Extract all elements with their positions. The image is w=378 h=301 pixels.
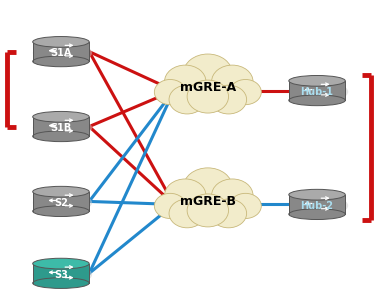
Ellipse shape — [289, 81, 348, 102]
Ellipse shape — [33, 192, 92, 213]
Ellipse shape — [33, 42, 92, 64]
Ellipse shape — [289, 76, 345, 86]
Circle shape — [169, 199, 205, 228]
Text: mGRE-A: mGRE-A — [180, 81, 236, 94]
Text: S3: S3 — [54, 270, 68, 280]
Text: Hub-2: Hub-2 — [301, 201, 333, 211]
Ellipse shape — [33, 186, 89, 197]
Circle shape — [211, 199, 246, 228]
Ellipse shape — [33, 36, 89, 47]
FancyBboxPatch shape — [289, 81, 345, 100]
Circle shape — [212, 179, 253, 212]
Circle shape — [230, 193, 261, 219]
Circle shape — [187, 194, 229, 227]
FancyBboxPatch shape — [33, 264, 89, 283]
Ellipse shape — [289, 209, 345, 219]
Circle shape — [164, 65, 206, 98]
Ellipse shape — [289, 195, 348, 216]
Ellipse shape — [289, 189, 345, 200]
Text: S1B: S1B — [50, 123, 71, 133]
Ellipse shape — [33, 278, 89, 288]
Ellipse shape — [33, 56, 89, 67]
Circle shape — [164, 179, 206, 212]
Text: mGRE-B: mGRE-B — [180, 195, 236, 208]
Text: S2: S2 — [54, 198, 68, 208]
Circle shape — [154, 193, 186, 219]
Circle shape — [169, 85, 205, 114]
Ellipse shape — [33, 117, 92, 138]
FancyBboxPatch shape — [33, 192, 89, 211]
Circle shape — [154, 79, 186, 105]
Text: S1A: S1A — [50, 48, 72, 58]
Ellipse shape — [33, 131, 89, 142]
Text: Hub-1: Hub-1 — [301, 87, 333, 97]
Ellipse shape — [33, 258, 89, 269]
Circle shape — [230, 79, 261, 105]
Ellipse shape — [33, 111, 89, 122]
Ellipse shape — [33, 206, 89, 216]
FancyBboxPatch shape — [289, 195, 345, 214]
Circle shape — [183, 54, 232, 93]
Circle shape — [187, 80, 229, 113]
Ellipse shape — [33, 264, 92, 285]
Ellipse shape — [289, 95, 345, 106]
Circle shape — [183, 168, 232, 207]
FancyBboxPatch shape — [33, 117, 89, 136]
Circle shape — [211, 85, 246, 114]
FancyBboxPatch shape — [33, 42, 89, 61]
Circle shape — [212, 65, 253, 98]
